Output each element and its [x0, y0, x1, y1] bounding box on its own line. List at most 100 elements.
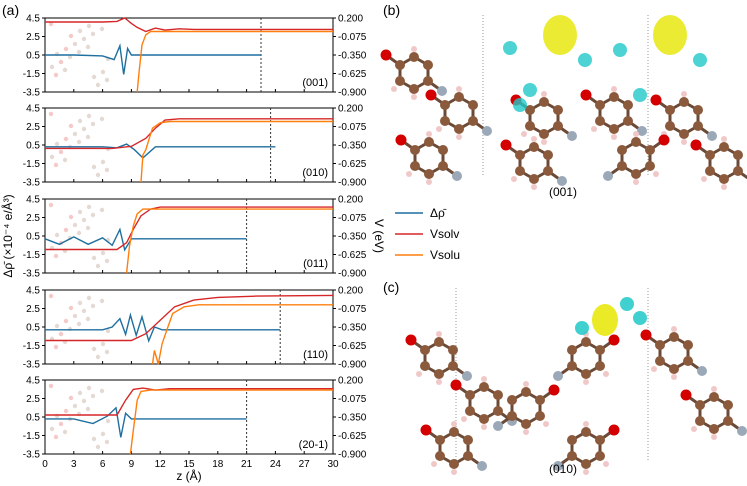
hydrogen-atom: [633, 131, 639, 137]
slab-atom: [85, 44, 91, 50]
slab-atom: [68, 33, 74, 39]
molecule: [395, 131, 462, 185]
panel-b-caption: (001): [549, 185, 577, 199]
slab-atom: [104, 167, 110, 173]
hydrogen-atom: [633, 179, 639, 185]
slab-atom: [95, 444, 101, 450]
oxygen-atom: [425, 89, 437, 101]
carbon-atom: [631, 169, 641, 179]
y-tick-label-right: -0.900: [338, 178, 367, 189]
y-tick-label-right: -0.625: [338, 431, 367, 442]
carbon-atom: [723, 400, 733, 410]
y-tick-label-right: -0.900: [338, 269, 367, 280]
oxygen-atom: [405, 334, 417, 346]
nitrogen-atom: [493, 421, 503, 431]
slab-region: [48, 111, 111, 178]
surface-label: (011): [303, 258, 328, 270]
carbon-atom: [468, 116, 478, 126]
y-tick-label-left: 2.5: [26, 394, 40, 405]
carbon-atom: [595, 451, 605, 461]
x-tick-label: 12: [155, 459, 167, 470]
series-line: [45, 294, 334, 342]
hydrogen-atom: [603, 371, 609, 377]
molecule: [380, 46, 447, 100]
oxygen-atom: [380, 49, 392, 61]
carbon-atom: [617, 145, 627, 155]
surface-label: (110): [303, 349, 328, 361]
carbon-atom: [434, 369, 444, 379]
slab-atom: [68, 305, 74, 311]
slab-atom: [81, 217, 87, 223]
slab-atom: [91, 74, 97, 80]
slab-atom: [62, 429, 68, 435]
slab-atom: [68, 214, 74, 220]
slab-atom: [90, 303, 96, 309]
slab-atom: [67, 54, 73, 60]
isosurface-cyan: [633, 88, 647, 102]
carbon-atom: [507, 395, 517, 405]
molecule: [553, 421, 620, 475]
hydrogen-atom: [591, 126, 597, 132]
carbon-atom: [529, 174, 539, 184]
isosurface-cyan: [620, 297, 634, 311]
panel-c-structure: [405, 288, 747, 475]
molecule: [405, 331, 472, 385]
hydrogen-atom: [543, 421, 549, 427]
carbon-atom: [595, 345, 605, 355]
carbon-atom: [409, 84, 419, 94]
carbon-atom: [539, 97, 549, 107]
carbon-atom: [679, 97, 689, 107]
x-tick-label: 9: [129, 459, 135, 470]
hydrogen-atom: [411, 94, 417, 100]
isosurface-cyan: [575, 321, 589, 335]
hydrogen-atom: [436, 331, 442, 337]
carbon-atom: [423, 60, 433, 70]
slab-atom: [99, 298, 105, 304]
oxygen-atom: [500, 139, 512, 151]
slab-atom: [76, 49, 82, 55]
nitrogen-atom: [557, 176, 567, 186]
nitrogen-atom: [697, 366, 707, 376]
slab-atom: [86, 113, 92, 119]
isosurface-yellow: [653, 15, 687, 55]
x-tick-label: 24: [270, 459, 282, 470]
carbon-atom: [423, 76, 433, 86]
slab-atom: [48, 21, 54, 27]
slab-atom: [63, 227, 69, 233]
series-line: [45, 387, 333, 416]
oxygen-atom: [640, 329, 652, 341]
slab-atom: [53, 344, 59, 350]
chart-panel: 4.5 2.5 0.5 -1.5 -3.5 0.200 -0.075 -0.350 -0.625…: [23, 195, 367, 280]
carbon-atom: [463, 435, 473, 445]
carbon-atom: [525, 105, 535, 115]
y-tick-label-right: -0.625: [338, 341, 367, 352]
hydrogen-atom: [711, 434, 717, 440]
y-tick-label-left: 4.5: [26, 14, 40, 25]
molecule: [493, 381, 560, 435]
slab-atom: [105, 328, 111, 334]
carbon-atom: [665, 105, 675, 115]
carbon-atom: [553, 105, 563, 115]
nitrogen-atom: [707, 131, 717, 141]
slab-atom: [54, 232, 60, 238]
surface-label: (001): [302, 77, 328, 89]
slab-atom: [95, 172, 101, 178]
slab-atom: [100, 431, 106, 437]
oxygen-atom: [658, 134, 670, 146]
molecule: [500, 136, 567, 190]
y-tick-label-left: -1.5: [23, 159, 41, 170]
series-line: [45, 312, 281, 344]
y-tick-label-left: 2.5: [26, 122, 40, 133]
panel-frame: [44, 379, 334, 455]
y-tick-label-right: -0.625: [338, 69, 367, 80]
carbon-atom: [440, 116, 450, 126]
carbon-atom: [440, 100, 450, 110]
nitrogen-atom: [603, 171, 613, 181]
hydrogen-atom: [721, 184, 727, 190]
x-tick-label: 21: [241, 459, 253, 470]
slab-atom: [91, 255, 97, 261]
hydrogen-atom: [426, 131, 432, 137]
y-tick-label-left: 2.5: [26, 213, 40, 224]
carbon-atom: [695, 416, 705, 426]
